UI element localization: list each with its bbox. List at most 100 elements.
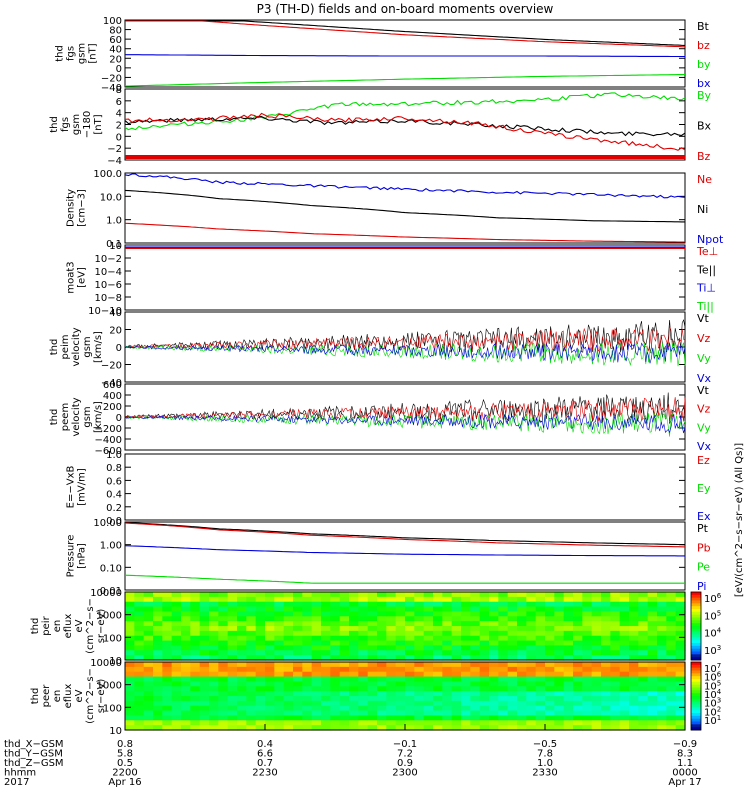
heatmap-cell	[619, 621, 630, 627]
heatmap-cell	[386, 686, 397, 692]
footer-value: Apr 16	[108, 777, 141, 788]
heatmap-cell	[657, 635, 667, 642]
heatmap-cell	[367, 635, 378, 642]
heatmap-cell	[666, 666, 677, 673]
heatmap-cell	[423, 715, 434, 721]
legend-by: by	[697, 58, 711, 71]
heatmap-cell	[395, 681, 406, 687]
heatmap-cell	[162, 601, 173, 608]
heatmap-cell	[498, 621, 509, 627]
legend-vx: Vx	[697, 440, 712, 453]
heatmap-cell	[545, 630, 555, 637]
heatmap-cell	[209, 596, 219, 603]
heatmap-cell	[405, 700, 415, 707]
heatmap-cell	[563, 666, 574, 673]
heatmap-cell	[349, 691, 359, 697]
heatmap-cell	[143, 621, 154, 627]
heatmap-cell	[573, 635, 583, 642]
heatmap-cell	[451, 662, 462, 668]
heatmap-cell	[545, 640, 555, 647]
heatmap-cell	[479, 635, 490, 642]
heatmap-cell	[265, 662, 275, 668]
heatmap-cell	[227, 601, 238, 608]
heatmap-cell	[162, 710, 173, 717]
heatmap-cell	[451, 630, 462, 637]
heatmap-cell	[507, 720, 518, 726]
heatmap-cell	[423, 655, 434, 661]
heatmap-cell	[321, 666, 331, 673]
heatmap-cell	[321, 635, 331, 642]
heatmap-cell	[433, 686, 443, 692]
heatmap-cell	[321, 606, 331, 613]
heatmap-cell	[339, 686, 350, 692]
heatmap-cell	[134, 700, 145, 707]
heatmap-cell	[246, 592, 257, 598]
heatmap-cell	[395, 720, 406, 726]
heatmap-cell	[591, 710, 602, 717]
heatmap-cell	[666, 686, 677, 692]
heatmap-cell	[479, 671, 490, 678]
heatmap-cell	[470, 700, 481, 707]
heatmap-cell	[414, 686, 425, 692]
heatmap-cell	[414, 676, 425, 683]
legend-te: Te⊥	[696, 245, 718, 258]
heatmap-cell	[517, 662, 527, 668]
heatmap-cell	[619, 645, 630, 651]
heatmap-cell	[283, 676, 294, 683]
heatmap-cell	[321, 676, 331, 683]
heatmap-cell	[181, 592, 191, 598]
heatmap-cell	[423, 720, 434, 726]
panel-5: 40200−20−40thdpeimvelocitygsm[km/s]VtVzV…	[49, 308, 712, 389]
heatmap-cell	[610, 596, 621, 603]
heatmap-cell	[573, 655, 583, 661]
heatmap-cell	[367, 681, 378, 687]
heatmap-cell	[535, 621, 546, 627]
heatmap-cell	[265, 696, 275, 702]
heatmap-cell	[638, 671, 649, 678]
heatmap-cell	[181, 630, 191, 637]
heatmap-cell	[545, 720, 555, 726]
heatmap-cell	[563, 611, 574, 617]
heatmap-cell	[442, 691, 453, 697]
heatmap-cell	[293, 650, 303, 656]
heatmap-cell	[526, 710, 537, 717]
heatmap-cell	[311, 601, 322, 608]
heatmap-cell	[274, 691, 285, 697]
heatmap-cell	[423, 616, 434, 622]
heatmap-cell	[134, 710, 145, 717]
y-tick-label: 60	[109, 35, 122, 46]
heatmap-cell	[451, 681, 462, 687]
heatmap-cell	[181, 666, 191, 673]
heatmap-cell	[330, 700, 341, 707]
heatmap-cell	[274, 715, 285, 721]
heatmap-cell	[218, 676, 229, 683]
heatmap-cell	[582, 640, 593, 647]
heatmap-cell	[153, 705, 163, 712]
heatmap-cell	[638, 686, 649, 692]
heatmap-cell	[629, 691, 639, 697]
heatmap-cell	[311, 671, 322, 678]
heatmap-cell	[414, 662, 425, 668]
heatmap-cell	[302, 725, 313, 731]
footer-value: −0.5	[533, 739, 557, 750]
colorbar-cell	[691, 724, 701, 728]
heatmap-cell	[405, 592, 415, 598]
heatmap-cell	[563, 645, 574, 651]
heatmap-cell	[451, 725, 462, 731]
heatmap-cell	[199, 630, 210, 637]
heatmap-cell	[535, 710, 546, 717]
heatmap-cell	[293, 611, 303, 617]
heatmap-cell	[265, 640, 275, 647]
heatmap-cell	[349, 616, 359, 622]
heatmap-cell	[321, 596, 331, 603]
heatmap-cell	[181, 686, 191, 692]
heatmap-cell	[293, 710, 303, 717]
heatmap-cell	[143, 715, 154, 721]
heatmap-cell	[311, 705, 322, 712]
footer-value: 0.5	[117, 758, 133, 769]
heatmap-cell	[302, 616, 313, 622]
heatmap-cell	[246, 616, 257, 622]
heatmap-cell	[134, 621, 145, 627]
heatmap-cell	[302, 720, 313, 726]
